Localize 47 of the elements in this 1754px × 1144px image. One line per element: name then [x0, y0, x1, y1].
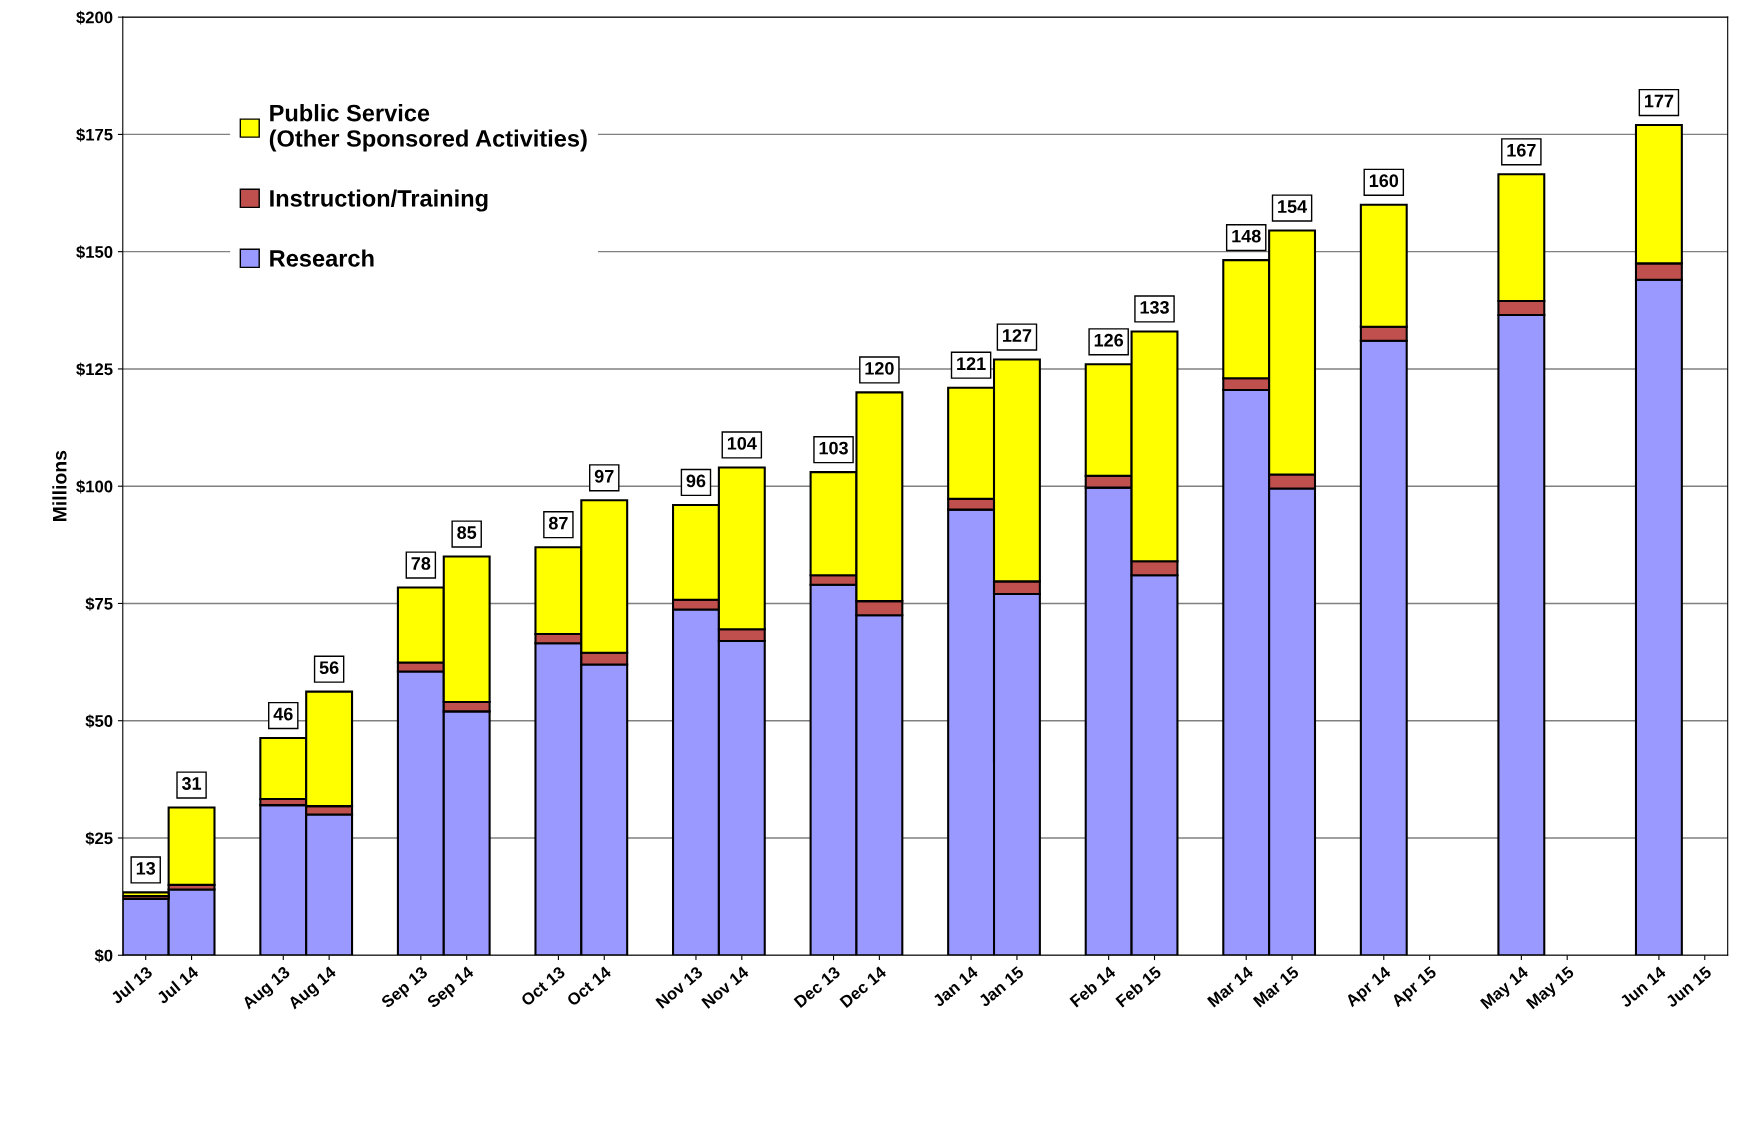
y-tick-label: $175 — [76, 128, 113, 142]
total-label: 121 — [957, 357, 986, 370]
total-label: 103 — [819, 441, 848, 455]
x-tick-label: Jul 14 — [155, 965, 200, 1005]
y-tick-label: $25 — [85, 831, 113, 846]
x-tick-label: Jun 15 — [1664, 965, 1713, 1009]
total-label: 167 — [1507, 143, 1536, 157]
total-label: 104 — [727, 437, 757, 450]
total-label: 127 — [1003, 329, 1032, 342]
total-label: 126 — [1094, 333, 1124, 347]
x-tick-label: Oct 13 — [520, 965, 566, 1007]
y-tick-label: $150 — [76, 245, 113, 259]
total-label: 13 — [136, 861, 156, 875]
x-tick-label: Jan 14 — [931, 965, 979, 1008]
x-tick-label: Nov 14 — [701, 965, 750, 1009]
total-label: 160 — [1369, 174, 1399, 188]
x-tick-label: Mar 15 — [1252, 965, 1300, 1008]
total-label: 133 — [1140, 300, 1169, 314]
y-tick-label: $100 — [76, 479, 113, 494]
y-tick-label: $75 — [85, 597, 113, 611]
legend-label: Research — [270, 249, 374, 267]
x-tick-label: Feb 15 — [1114, 965, 1163, 1008]
x-tick-label: Jun 14 — [1619, 965, 1667, 1009]
total-label: 154 — [1278, 200, 1308, 213]
x-tick-label: Jul 13 — [109, 965, 154, 1005]
y-tick-label: $0 — [94, 948, 113, 963]
total-label: 46 — [273, 707, 293, 721]
total-label: 148 — [1232, 229, 1261, 243]
legend-label: Instruction/Training — [270, 189, 488, 212]
x-tick-label: Jan 15 — [977, 965, 1025, 1008]
x-tick-label: Oct 14 — [566, 965, 613, 1007]
total-label: 96 — [686, 474, 706, 488]
y-tick-label: $125 — [76, 362, 113, 377]
legend-label: Public Service (Other Sponsored Activities) — [269, 104, 587, 152]
total-label: 120 — [865, 361, 894, 375]
total-label: 78 — [411, 557, 431, 570]
y-tick-label: $50 — [85, 714, 113, 728]
total-label: 56 — [319, 661, 339, 674]
x-tick-label: Dec 14 — [839, 965, 888, 1009]
total-label: 177 — [1644, 94, 1674, 108]
total-label: 97 — [594, 469, 614, 483]
total-label: 31 — [181, 777, 202, 790]
total-label: 87 — [548, 516, 568, 530]
total-label: 85 — [457, 526, 477, 539]
y-tick-label: $200 — [76, 10, 113, 25]
x-tick-label: Sep 14 — [426, 965, 477, 1012]
y-axis-title: Millions — [52, 450, 67, 522]
